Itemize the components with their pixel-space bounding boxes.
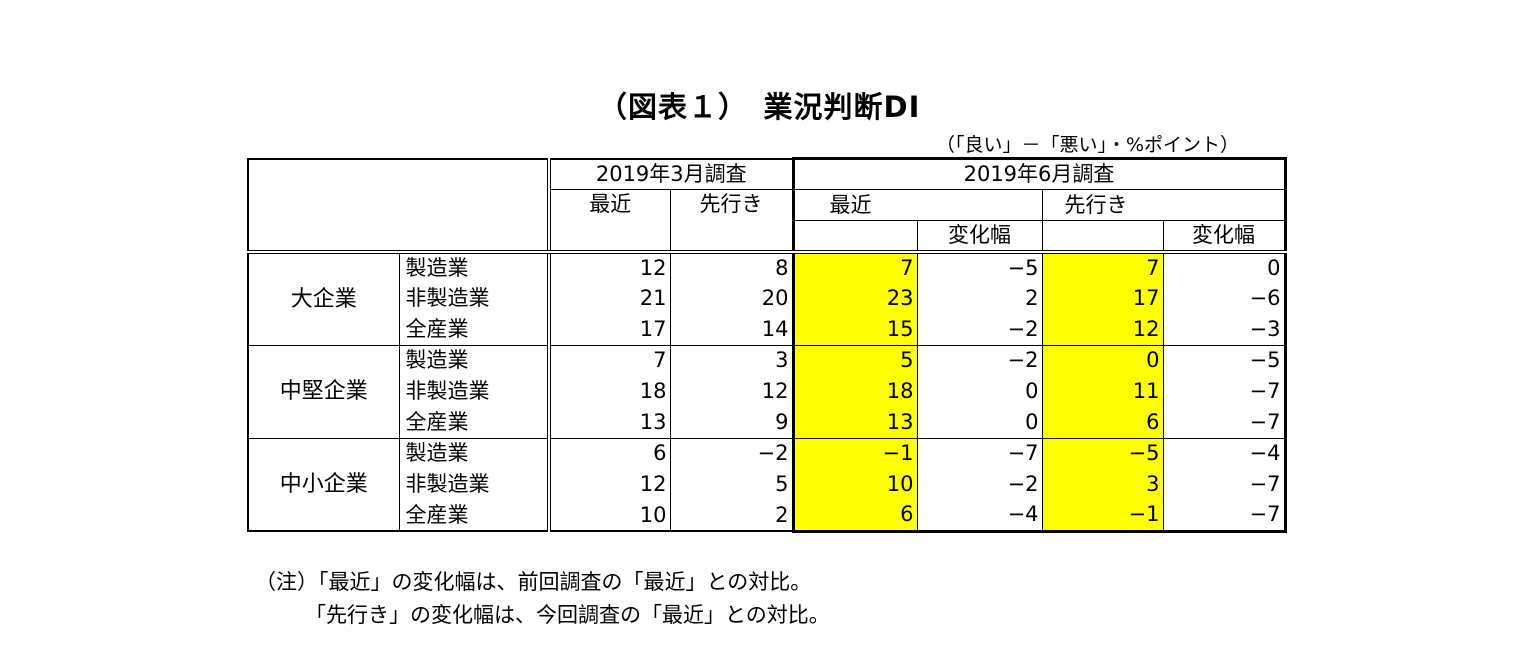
header-jun-outlook-change: 変化幅 [1162,220,1287,254]
jun-recent-change-cell: −2 [916,469,1042,500]
header-survey-march: 2019年3月調査 [547,157,793,190]
header-jun-recent: 最近 [791,189,1042,221]
table-row: 全産業 10 2 6 −4 −1 −7 [248,500,1287,533]
note-line-2: 「先行き」の変化幅は、今回調査の「最近」との対比。 [305,603,830,627]
jun-outlook-change-cell: −7 [1162,376,1287,407]
jun-outlook-cell: 12 [1041,314,1163,346]
industry-cell: 非製造業 [398,283,549,314]
mar-outlook-cell: 14 [669,314,793,346]
table-row: 非製造業 21 20 23 2 17 −6 [248,283,1287,314]
mar-recent-cell: 17 [547,314,670,346]
mar-outlook-cell: −2 [669,438,793,469]
table-row: 中小企業 製造業 6 −2 −1 −7 −5 −4 [247,438,1287,532]
industry-cell: 全産業 [398,407,549,439]
mar-recent-cell: 21 [547,283,670,314]
industry-cell: 製造業 [398,252,549,283]
jun-outlook-cell: 0 [1041,345,1163,376]
group-label: 大企業 [247,252,399,346]
mar-outlook-cell: 2 [669,500,793,532]
group-label: 中堅企業 [247,345,399,439]
corner-cell [247,157,549,254]
jun-recent-change-cell: 0 [916,407,1042,439]
industry-cell: 非製造業 [398,469,549,500]
jun-outlook-change-cell: 0 [1162,252,1287,283]
jun-outlook-cell: 3 [1041,469,1163,500]
jun-recent-cell: 13 [791,407,917,439]
jun-recent-change-cell: 2 [916,283,1042,314]
header-jun-outlook-blank [1041,220,1163,254]
jun-recent-change-cell: 0 [916,376,1042,407]
header-jun-recent-change: 変化幅 [916,220,1042,254]
mar-recent-cell: 10 [547,500,670,532]
jun-recent-cell: 5 [791,345,917,376]
industry-cell: 全産業 [398,500,549,532]
jun-recent-change-cell: −7 [916,438,1042,469]
jun-outlook-change-cell: −7 [1162,407,1287,439]
header-jun-outlook: 先行き [1041,189,1287,221]
jun-outlook-cell: 7 [1041,252,1163,283]
industry-cell: 製造業 [398,438,549,469]
jun-recent-change-cell: −4 [916,500,1042,533]
di-table: 2019年3月調査 2019年6月調査 最近 先行き 最近 先行き 変化幅 変化… [247,157,1287,533]
header-jun-recent-blank [791,220,917,254]
unit-label: （「良い」－「悪い」・%ポイント） [936,134,1240,156]
jun-outlook-cell: −5 [1041,438,1163,469]
jun-outlook-change-cell: −4 [1162,438,1287,469]
jun-outlook-change-cell: −7 [1162,469,1287,500]
jun-recent-cell: 15 [791,314,917,346]
table-row: 非製造業 12 5 10 −2 3 −7 [248,469,1287,500]
jun-recent-cell: 10 [791,469,917,500]
group-label: 中小企業 [247,438,399,532]
header-mar-recent: 最近 [547,189,670,254]
industry-cell: 非製造業 [398,376,549,407]
mar-recent-cell: 18 [547,376,670,407]
mar-recent-cell: 12 [547,469,670,500]
mar-recent-cell: 13 [547,407,670,439]
mar-recent-cell: 6 [547,438,670,469]
header-survey-june: 2019年6月調査 [791,157,1287,190]
jun-recent-change-cell: −5 [916,252,1042,283]
jun-outlook-change-cell: −3 [1162,314,1287,346]
table-row: 全産業 17 14 15 −2 12 −3 [248,314,1287,346]
mar-outlook-cell: 5 [669,469,793,500]
note-line-1: （注）「最近」の変化幅は、前回調査の「最近」との対比。 [255,570,812,594]
jun-recent-cell: 23 [791,283,917,314]
table-row: 全産業 13 9 13 0 6 −7 [248,407,1287,439]
jun-outlook-cell: 6 [1041,407,1163,439]
jun-outlook-cell: 17 [1041,283,1163,314]
table-row: 中堅企業 製造業 7 3 5 −2 0 −5 [247,345,1287,439]
industry-cell: 製造業 [398,345,549,376]
header-row-2: 最近 先行き 最近 先行き [248,189,1287,254]
jun-outlook-cell: −1 [1041,500,1163,533]
header-mar-outlook: 先行き [669,189,793,254]
header-row-1: 2019年3月調査 2019年6月調査 [247,157,1287,254]
jun-outlook-change-cell: −6 [1162,283,1287,314]
mar-outlook-cell: 9 [669,407,793,439]
jun-outlook-cell: 11 [1041,376,1163,407]
mar-outlook-cell: 8 [669,252,793,283]
mar-outlook-cell: 12 [669,376,793,407]
chart-title: （図表１） 業況判断DI [598,90,921,124]
mar-outlook-cell: 3 [669,345,793,376]
jun-recent-cell: 7 [791,252,917,283]
jun-outlook-change-cell: −7 [1162,500,1287,533]
mar-outlook-cell: 20 [669,283,793,314]
industry-cell: 全産業 [398,314,549,346]
jun-recent-change-cell: −2 [916,314,1042,346]
table-row: 非製造業 18 12 18 0 11 −7 [248,376,1287,407]
table-row: 大企業 製造業 12 8 7 −5 7 0 [247,252,1287,346]
mar-recent-cell: 12 [547,252,670,283]
jun-recent-change-cell: −2 [916,345,1042,376]
header-row-3: 変化幅 変化幅 [248,220,1287,254]
mar-recent-cell: 7 [547,345,670,376]
jun-outlook-change-cell: −5 [1162,345,1287,376]
jun-recent-cell: 18 [791,376,917,407]
jun-recent-cell: −1 [791,438,917,469]
jun-recent-cell: 6 [791,500,917,533]
